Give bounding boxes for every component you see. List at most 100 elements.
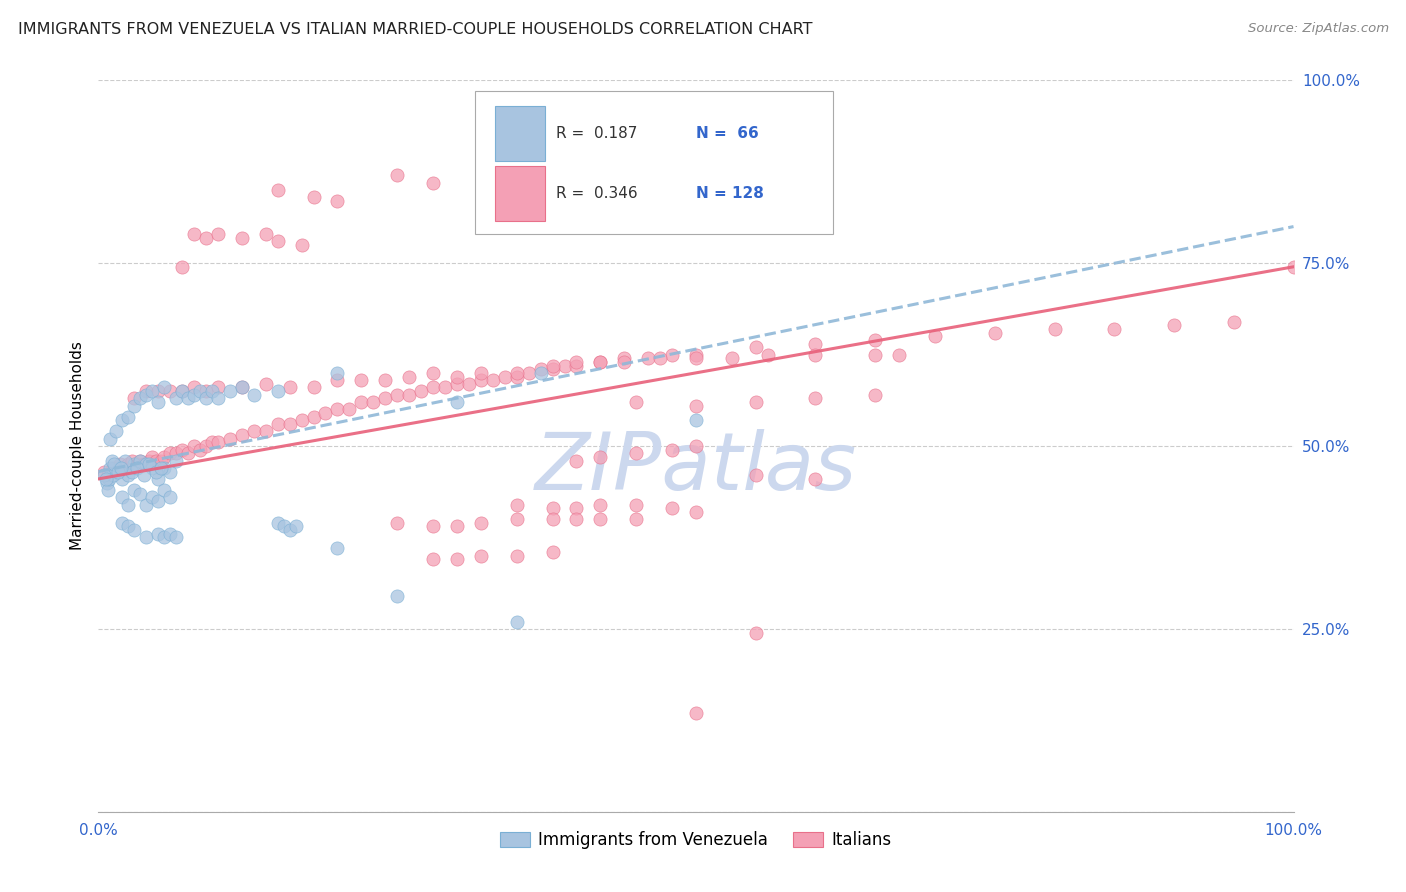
Point: [111, 413, 134, 427]
Point: [183, 388, 205, 402]
Point: [254, 376, 277, 391]
Point: [159, 490, 181, 504]
Point: [207, 392, 229, 406]
Point: [984, 326, 1007, 340]
Point: [565, 453, 588, 467]
Point: [98, 472, 121, 486]
Point: [865, 388, 887, 402]
Point: [326, 373, 349, 387]
Point: [138, 453, 160, 467]
Legend: Immigrants from Venezuela, Italians: Immigrants from Venezuela, Italians: [494, 825, 898, 856]
Point: [114, 461, 136, 475]
Point: [350, 373, 373, 387]
Point: [422, 552, 444, 566]
Point: [278, 417, 301, 431]
Point: [613, 355, 636, 369]
Point: [411, 384, 433, 399]
Point: [124, 523, 146, 537]
FancyBboxPatch shape: [475, 91, 834, 234]
Point: [613, 351, 636, 366]
Point: [745, 468, 768, 483]
Point: [153, 450, 176, 464]
Point: [135, 498, 157, 512]
Point: [145, 453, 167, 467]
Point: [517, 366, 540, 380]
Point: [117, 519, 139, 533]
Point: [105, 465, 128, 479]
Point: [207, 435, 229, 450]
Point: [446, 395, 468, 409]
Y-axis label: Married-couple Households: Married-couple Households: [69, 342, 84, 550]
Point: [219, 432, 242, 446]
Point: [745, 340, 768, 354]
Point: [804, 347, 827, 362]
Point: [201, 384, 224, 399]
Point: [141, 461, 163, 475]
Point: [159, 465, 181, 479]
Point: [374, 392, 396, 406]
Point: [153, 530, 176, 544]
Point: [117, 409, 139, 424]
Point: [195, 230, 218, 244]
Point: [108, 461, 131, 475]
Point: [273, 519, 295, 533]
Point: [124, 457, 146, 471]
Point: [125, 457, 148, 471]
Point: [114, 453, 136, 467]
Point: [458, 376, 481, 391]
Point: [183, 227, 205, 241]
Point: [105, 465, 128, 479]
Point: [188, 442, 211, 457]
Point: [589, 355, 612, 369]
Point: [470, 549, 492, 563]
Point: [254, 425, 277, 439]
Point: [267, 384, 290, 399]
Point: [148, 384, 170, 399]
Point: [148, 472, 170, 486]
Text: IMMIGRANTS FROM VENEZUELA VS ITALIAN MARRIED-COUPLE HOUSEHOLDS CORRELATION CHART: IMMIGRANTS FROM VENEZUELA VS ITALIAN MAR…: [18, 22, 813, 37]
Point: [661, 501, 683, 516]
Point: [470, 516, 492, 530]
Point: [201, 435, 224, 450]
Point: [446, 376, 468, 391]
Point: [195, 439, 218, 453]
Point: [121, 465, 143, 479]
Point: [1104, 322, 1126, 336]
Point: [172, 384, 194, 399]
Point: [291, 237, 314, 252]
Point: [94, 472, 117, 486]
Point: [172, 384, 194, 399]
Point: [159, 446, 181, 460]
Point: [865, 333, 887, 347]
FancyBboxPatch shape: [495, 166, 546, 221]
Point: [267, 516, 290, 530]
Point: [565, 359, 588, 373]
Point: [145, 465, 167, 479]
Point: [195, 392, 218, 406]
Point: [661, 347, 683, 362]
Point: [110, 461, 132, 475]
Point: [278, 380, 301, 394]
Point: [267, 183, 290, 197]
Point: [111, 472, 134, 486]
Text: N =  66: N = 66: [696, 126, 759, 141]
Point: [398, 369, 420, 384]
Point: [506, 366, 529, 380]
Point: [648, 351, 672, 366]
Point: [1163, 318, 1185, 333]
Point: [165, 392, 187, 406]
Point: [530, 362, 553, 376]
Point: [446, 369, 468, 384]
Point: [685, 706, 707, 720]
Point: [97, 483, 120, 497]
Point: [422, 380, 444, 394]
Point: [363, 395, 385, 409]
Point: [865, 347, 887, 362]
Point: [541, 359, 564, 373]
Point: [889, 347, 911, 362]
Point: [124, 483, 146, 497]
Point: [278, 523, 301, 537]
Point: [153, 483, 176, 497]
Point: [626, 446, 648, 460]
Point: [494, 369, 516, 384]
